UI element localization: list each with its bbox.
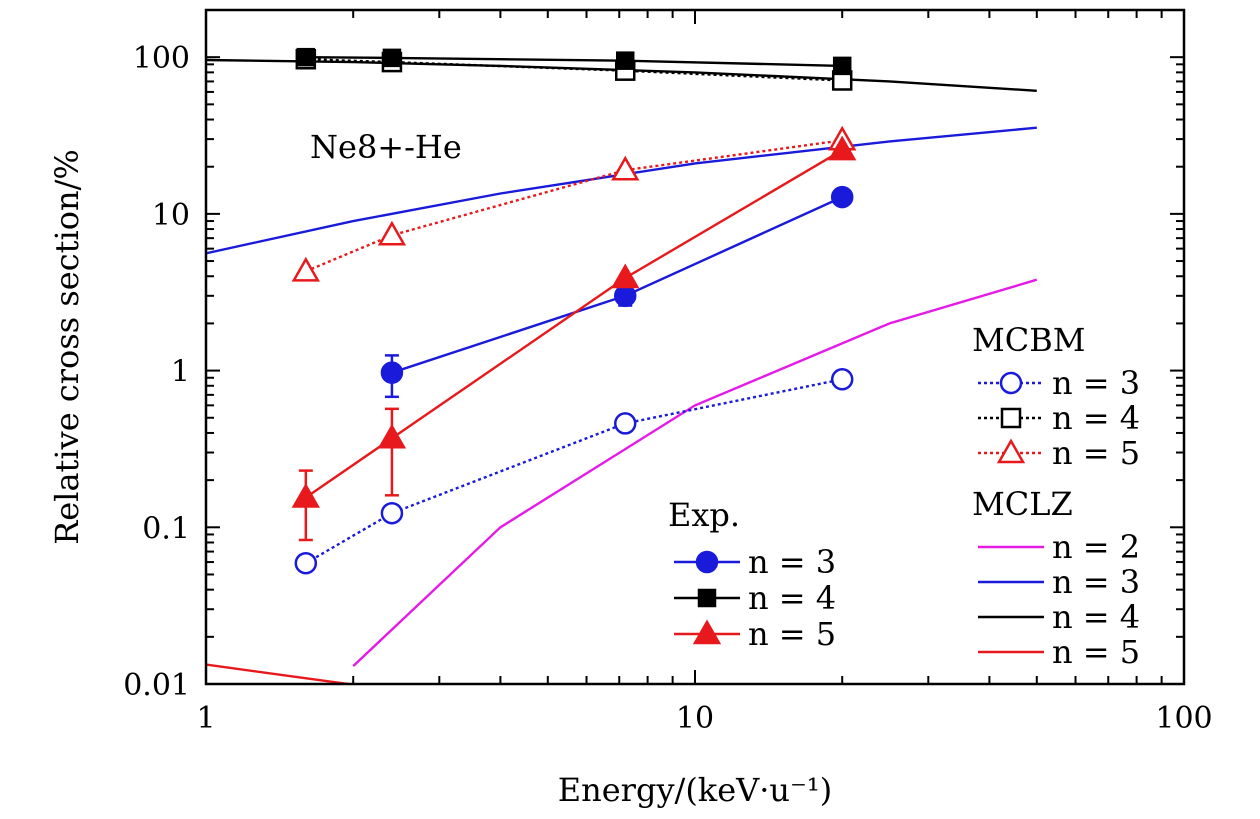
legend-label: n = 4	[1052, 399, 1140, 437]
x-tick-label: 100	[1155, 701, 1212, 736]
data-point	[382, 48, 402, 68]
y-axis-label: Relative cross section/%	[48, 149, 86, 545]
data-point	[377, 423, 407, 449]
annotation-base: Ne8+-He	[310, 128, 462, 166]
series-layer	[206, 47, 1038, 684]
legend-marker	[695, 550, 719, 574]
x-tick-label: 1	[196, 701, 215, 736]
data-point	[611, 155, 640, 181]
series-exp-n-5	[305, 149, 843, 499]
x-tick-label: 10	[676, 701, 714, 736]
series-markers-exp-n-4	[296, 47, 852, 76]
data-point	[294, 551, 318, 575]
legend-title-mcbm: MCBM	[972, 321, 1086, 359]
y-tick-label: 0.01	[123, 668, 190, 703]
series-exp-n-4	[305, 56, 843, 68]
data-point	[613, 412, 637, 435]
series-mcbm-n-3	[305, 378, 843, 565]
data-point	[380, 501, 404, 525]
data-point	[380, 361, 404, 384]
y-tick-label: 100	[133, 41, 190, 76]
series-markers-mcbm-n-4	[295, 48, 853, 91]
series-line-mcbm-n-3	[305, 378, 843, 565]
legend-marker	[697, 588, 717, 608]
series-line-exp-n-5	[305, 149, 843, 499]
data-point	[615, 51, 635, 70]
series-mclz-n-4	[206, 58, 1037, 92]
y-tick-label: 1	[171, 355, 190, 390]
data-point	[613, 284, 637, 308]
data-point	[611, 263, 640, 289]
y-tick-label: 0.1	[142, 511, 190, 546]
chart-annotation: Ne8+-He	[310, 128, 462, 166]
legend-label: n = 2	[1052, 528, 1140, 566]
y-tick-label: 10	[152, 198, 190, 233]
series-line-mcbm-n-4	[305, 58, 843, 82]
legend-exp: Exp.n = 3n = 4n = 5	[668, 496, 836, 653]
legend-label: n = 5	[1052, 633, 1140, 671]
data-point	[828, 135, 857, 161]
series-line-mclz-n-2	[352, 278, 1038, 667]
series-line-mclz-n-4	[206, 58, 1037, 92]
legend-title-exp: Exp.	[668, 496, 740, 534]
series-mclz-n-2	[352, 278, 1038, 667]
series-line-mclz-n-5	[206, 663, 354, 684]
legend-marker	[999, 371, 1023, 395]
legend-label: n = 5	[748, 615, 836, 653]
legend-label: n = 5	[1052, 434, 1140, 472]
data-point	[832, 56, 852, 76]
legend-marker	[996, 438, 1026, 464]
legend-marker	[692, 619, 722, 645]
data-point	[296, 47, 316, 67]
legend-label: n = 3	[748, 543, 836, 581]
legend-mcbm: MCBM n = 3n = 4n = 5	[972, 321, 1140, 472]
axes-layer: 1 10 100 0.01 0.1 1 10 100	[123, 8, 1213, 736]
data-point	[291, 482, 320, 508]
legend-marker	[1000, 407, 1022, 429]
legend-label: n = 3	[1052, 364, 1140, 402]
data-point	[830, 368, 854, 391]
series-mclz-n-5	[206, 663, 354, 684]
legend-label: n = 4	[1052, 598, 1140, 636]
legend-mclz: MCLZ n = 2n = 3n = 4n = 5	[972, 485, 1140, 671]
x-axis-label: Energy/(keV·u⁻¹)	[558, 771, 832, 809]
legend-label: n = 3	[1052, 563, 1140, 601]
series-line-mcbm-n-5	[305, 139, 843, 273]
legend-label: n = 4	[748, 579, 836, 617]
series-markers-exp-n-5	[291, 135, 857, 542]
data-point	[830, 185, 854, 209]
series-markers-mcbm-n-3	[294, 368, 854, 575]
data-point	[291, 256, 320, 282]
series-mcbm-n-4	[305, 58, 843, 82]
series-mcbm-n-5	[305, 139, 843, 273]
series-line-exp-n-4	[305, 56, 843, 68]
series-markers-exp-n-3	[380, 185, 854, 399]
legend-title-mclz: MCLZ	[972, 485, 1073, 523]
data-point	[377, 220, 407, 246]
